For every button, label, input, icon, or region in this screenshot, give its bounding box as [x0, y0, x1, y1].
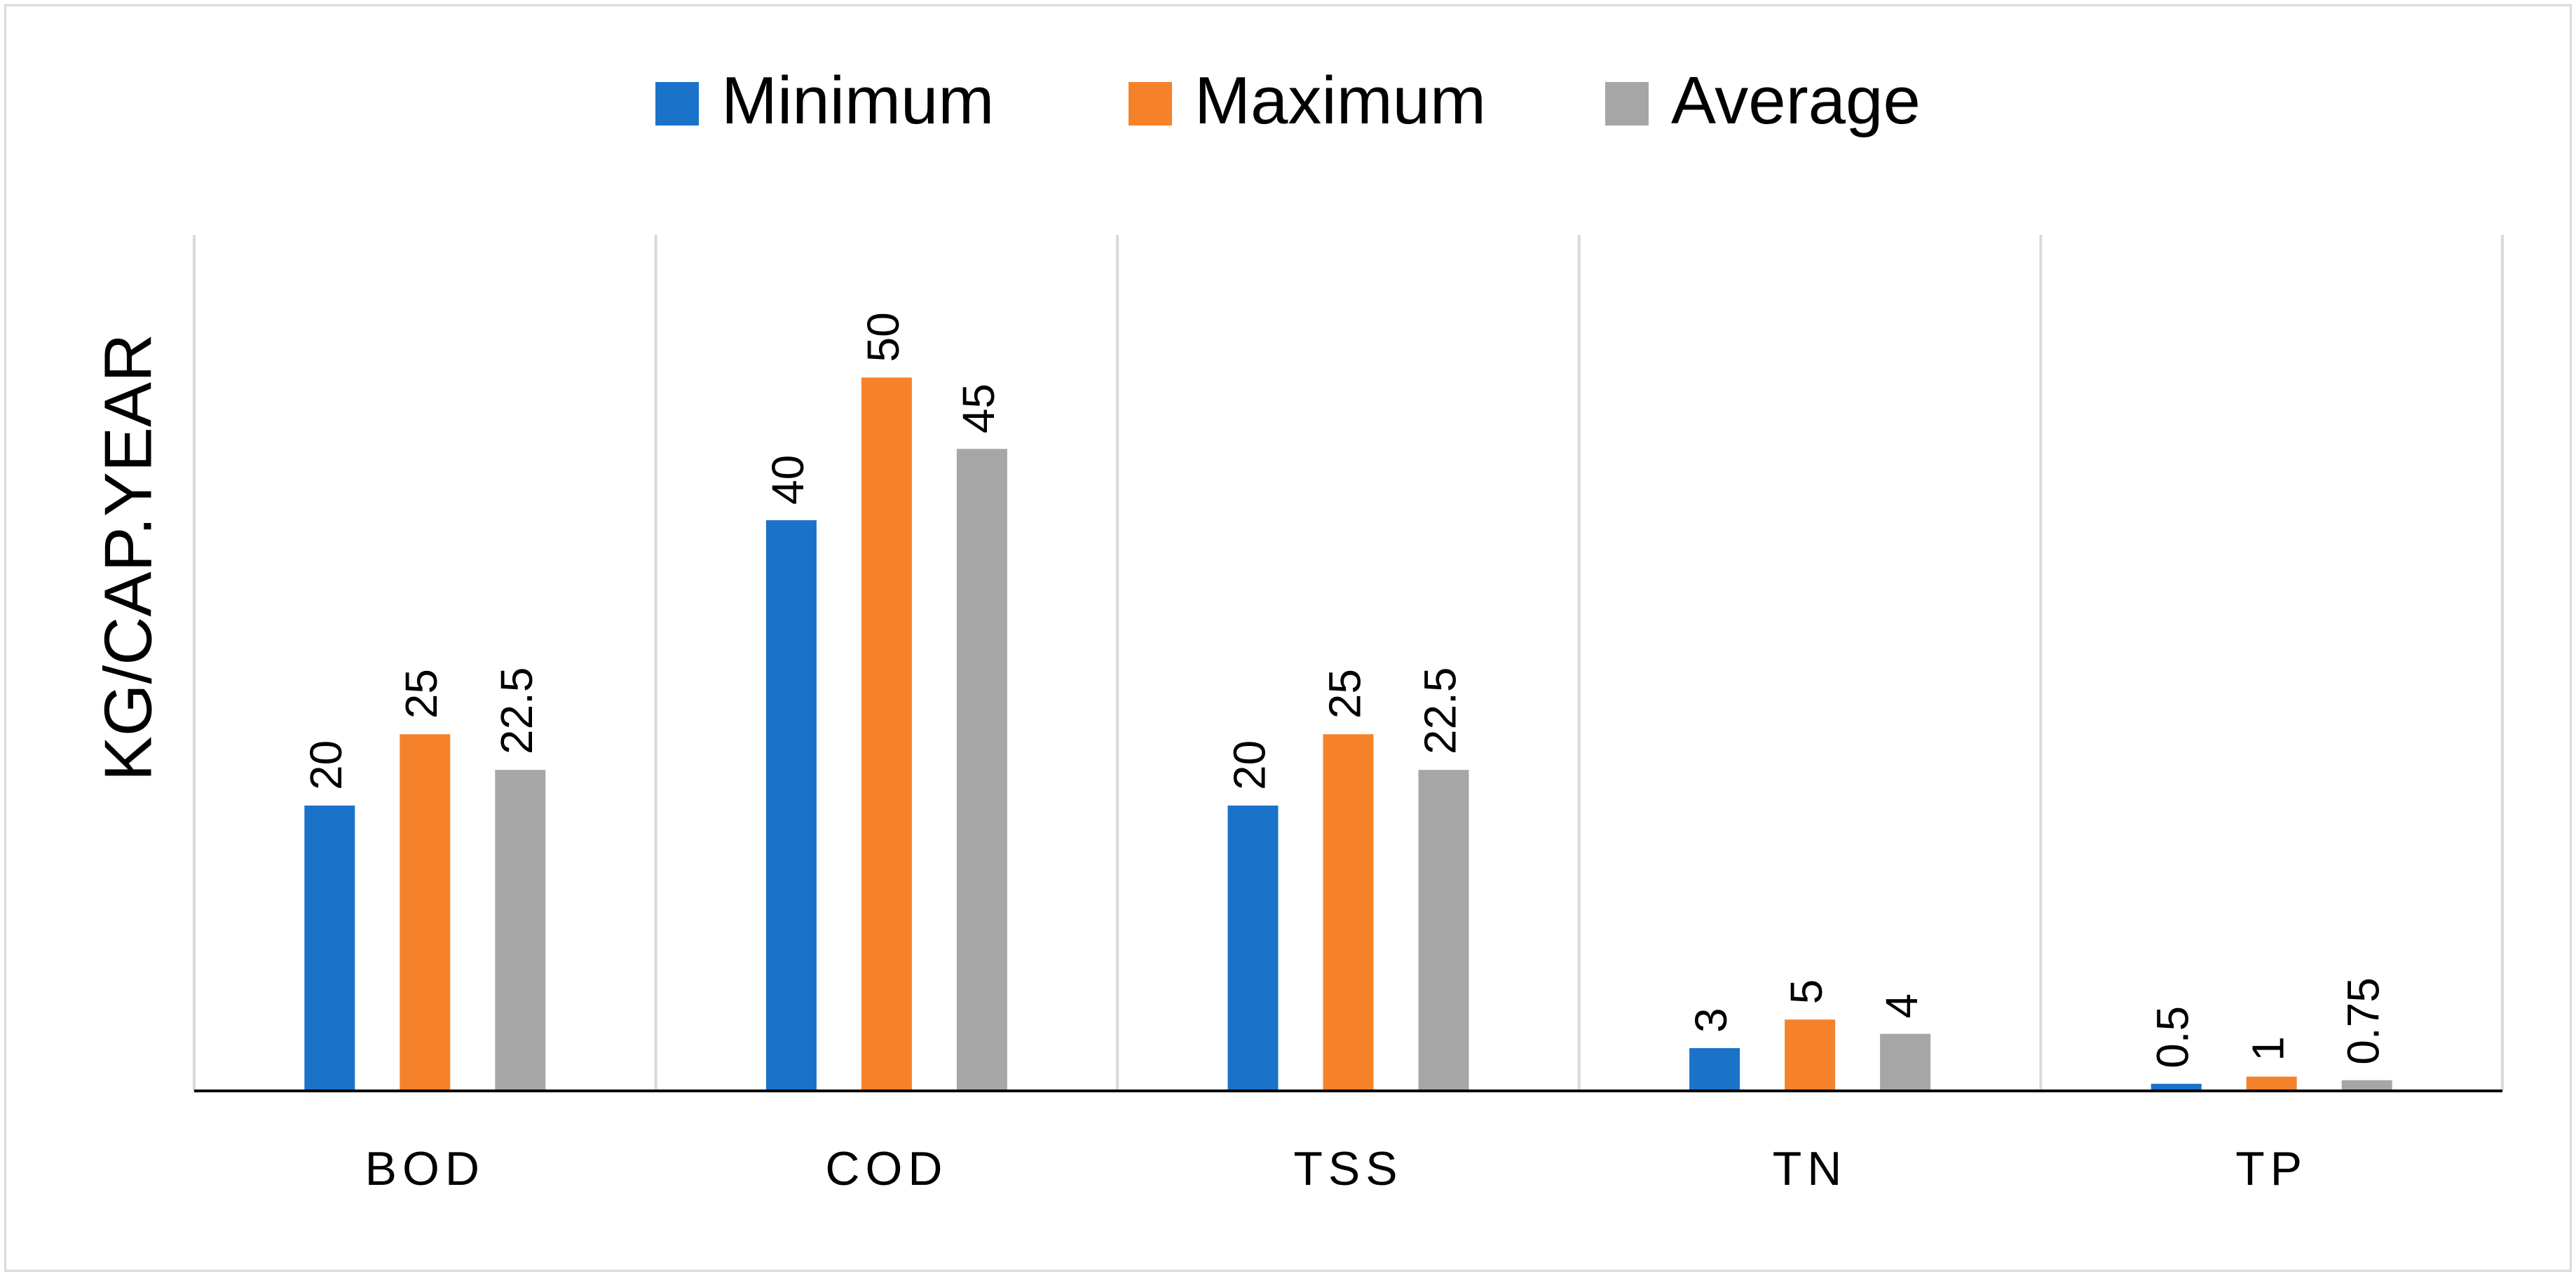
legend-swatch-maximum: [1129, 82, 1172, 125]
x-tick-labels: BOD COD TSS TN TP: [365, 1142, 2308, 1195]
bar-cod-average: [956, 449, 1007, 1091]
bar-tp-average: [2341, 1080, 2392, 1091]
bars: [304, 377, 2392, 1091]
bar-cod-maximum: [861, 377, 912, 1091]
bar-tn-average: [1880, 1033, 1931, 1091]
x-tick-label-tss: TSS: [1293, 1142, 1403, 1195]
bar-tp-minimum: [2151, 1083, 2202, 1091]
data-label-cod-maximum: 50: [858, 312, 908, 362]
data-label-tss-minimum: 20: [1224, 740, 1274, 790]
data-label-bod-minimum: 20: [301, 740, 351, 790]
data-label-tp-minimum: 0.5: [2148, 1006, 2198, 1068]
data-label-tss-average: 22.5: [1415, 667, 1465, 755]
bar-cod-minimum: [765, 520, 817, 1091]
data-label-cod-average: 45: [953, 384, 1004, 433]
data-label-cod-minimum: 40: [763, 455, 813, 505]
legend-swatch-minimum: [655, 82, 699, 125]
legend: Minimum Maximum Average: [655, 63, 1921, 138]
bar-bod-minimum: [304, 806, 355, 1091]
x-tick-label-bod: BOD: [365, 1142, 485, 1195]
data-labels: 20 25 22.5 40 50 45 20 25 22.5 3 5 4 0.5 1 0.75: [301, 312, 2388, 1068]
bar-bod-maximum: [400, 734, 451, 1091]
bar-tp-maximum: [2246, 1076, 2297, 1091]
bar-bod-average: [495, 770, 546, 1091]
x-tick-label-cod: COD: [825, 1142, 948, 1195]
data-label-tn-average: 4: [1876, 993, 1927, 1019]
bar-tss-average: [1418, 770, 1469, 1091]
legend-swatch-average: [1605, 82, 1649, 125]
legend-label-maximum: Maximum: [1194, 63, 1486, 138]
legend-label-average: Average: [1671, 63, 1921, 138]
bar-tn-maximum: [1785, 1019, 1836, 1091]
bar-tss-minimum: [1227, 806, 1279, 1091]
data-label-tn-minimum: 3: [1686, 1007, 1736, 1033]
data-label-tp-average: 0.75: [2338, 977, 2389, 1065]
data-label-tp-maximum: 1: [2243, 1036, 2294, 1061]
x-tick-label-tp: TP: [2235, 1142, 2308, 1195]
x-tick-label-tn: TN: [1773, 1142, 1848, 1195]
bar-tn-minimum: [1689, 1047, 1740, 1091]
data-label-tn-maximum: 5: [1781, 979, 1832, 1005]
bar-tss-maximum: [1323, 734, 1374, 1091]
data-label-tss-maximum: 25: [1319, 669, 1370, 719]
data-label-bod-average: 22.5: [491, 667, 542, 755]
y-axis-label: KG/CAP.YEAR: [90, 334, 165, 781]
category-gridlines: [193, 235, 2504, 1091]
data-label-bod-maximum: 25: [396, 669, 447, 719]
legend-label-minimum: Minimum: [721, 63, 994, 138]
